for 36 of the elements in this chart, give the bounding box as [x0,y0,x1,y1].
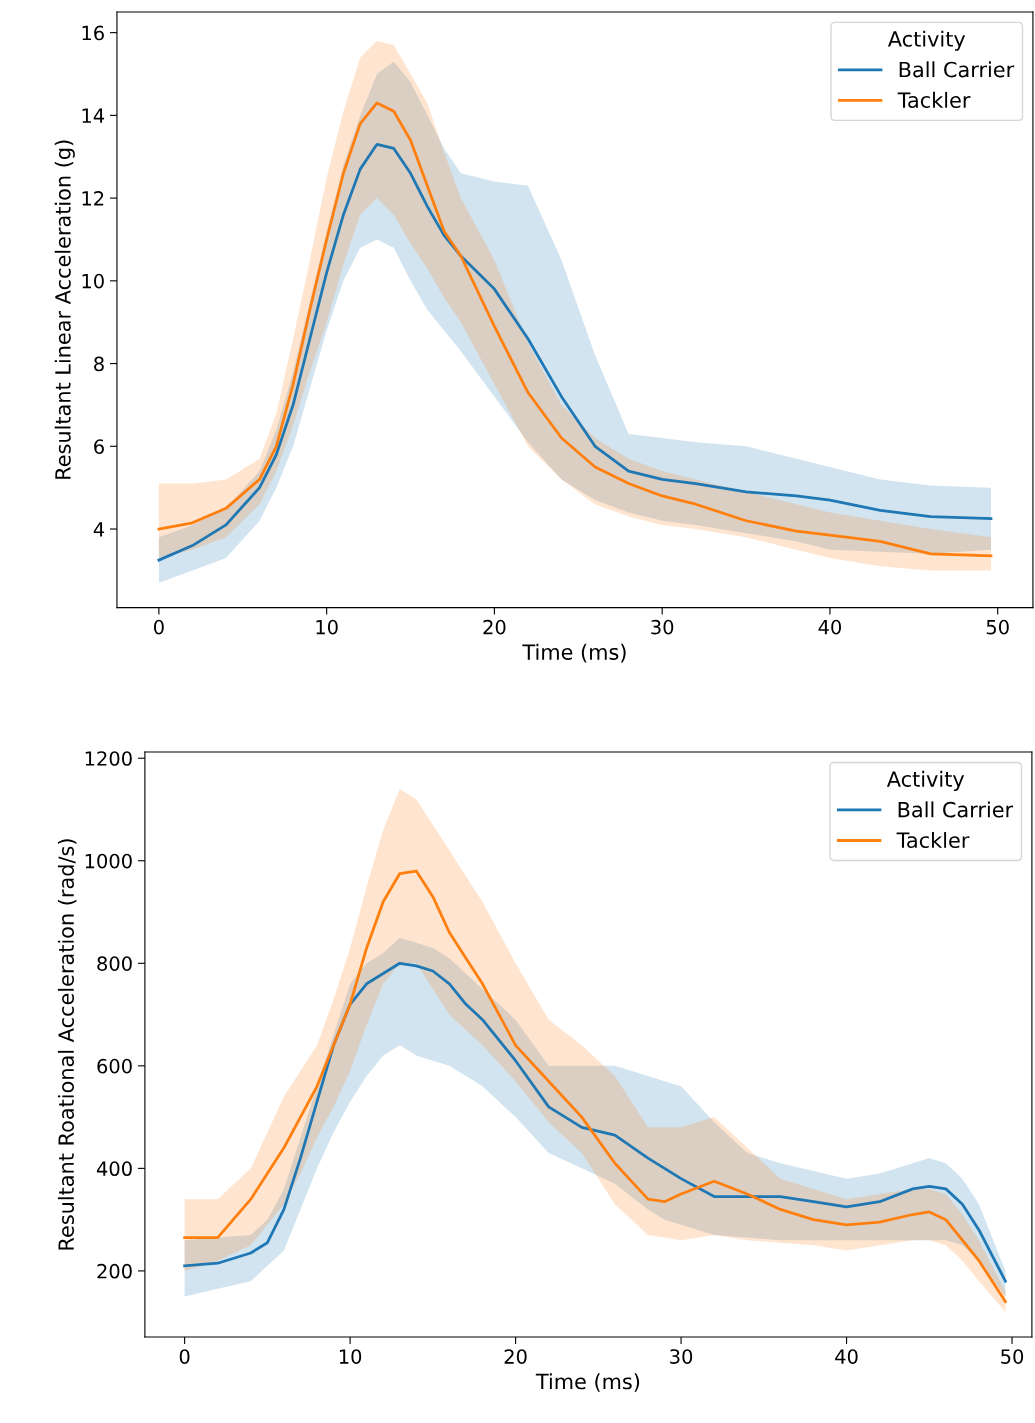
y-tick-label: 6 [94,439,104,454]
x-tick-label: 0 [179,1349,190,1364]
y-tick-label: 10 [82,273,104,289]
x-tick-label: 20 [504,1349,527,1364]
x-tick-label: 30 [651,619,674,635]
y-tick-label: 1200 [85,751,132,766]
y-tick-label: 12 [82,191,104,206]
y-tick-label: 400 [96,1161,132,1177]
legend-title: Activity [886,770,965,791]
y-tick-label: 8 [94,356,104,372]
y-axis-title: Resultant Roational Acceleration (rad/s) [57,839,77,1250]
legend-label: Ball Carrier [898,801,1014,818]
x-tick-label: 10 [316,619,338,635]
y-tick-label: 16 [82,25,104,41]
x-tick-label: 20 [483,619,506,635]
y-tick-label: 200 [97,1263,132,1279]
x-tick-label: 40 [818,619,842,635]
y-tick-label: 800 [97,956,132,971]
x-axis-title: Time (ms) [535,1373,640,1392]
legend-label: Tackler [896,831,970,849]
y-tick-label: 1000 [85,853,132,869]
x-tick-label: 10 [339,1349,362,1364]
legend-label: Ball Carrier [899,61,1015,78]
x-tick-label: 40 [835,1349,858,1364]
x-tick-label: 50 [1001,1349,1024,1364]
legend-title: Activity [887,30,966,51]
legend-label: Tackler [897,91,971,108]
y-axis-title: Resultant Linear Acceleration (g) [54,140,75,479]
x-axis-title: Time (ms) [522,643,626,663]
x-tick-label: 30 [670,1349,693,1364]
x-tick-label: 0 [153,619,164,635]
y-tick-label: 14 [82,108,105,123]
x-tick-label: 50 [986,619,1009,635]
y-tick-label: 4 [93,522,105,537]
line-series [183,869,1007,1304]
y-tick-label: 600 [97,1058,132,1074]
